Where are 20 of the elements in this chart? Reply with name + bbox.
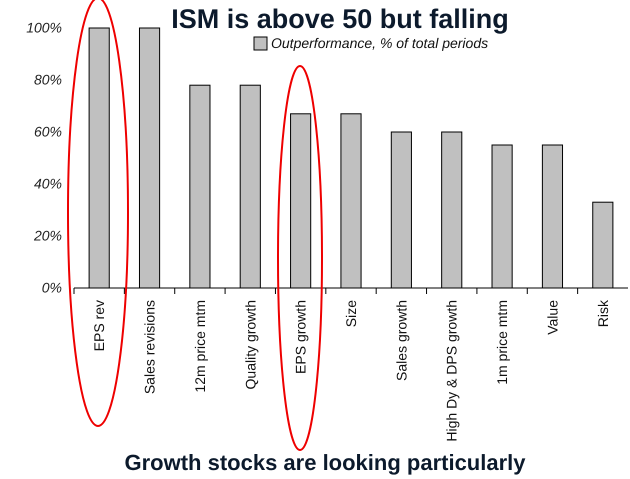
x-tick-label: Quality growth (242, 300, 258, 390)
x-tick-label: High Dy & DPS growth (444, 300, 460, 442)
x-tick-label: Size (343, 300, 359, 328)
x-tick-label: 12m price mtm (192, 300, 208, 393)
x-tick-label: EPS growth (292, 300, 309, 374)
y-tick-label: 0% (42, 279, 62, 296)
x-tick-label: Sales revisions (142, 300, 158, 394)
chart-title: ISM is above 50 but falling (171, 4, 509, 34)
y-tick-label: 100% (26, 19, 62, 36)
y-tick-label: 80% (34, 71, 62, 88)
y-tick-label: 40% (34, 175, 62, 192)
x-tick-label: EPS rev (91, 300, 108, 352)
text: Growth stocks are looking particularly (124, 450, 526, 475)
legend-label: Outperformance, % of total periods (271, 35, 488, 51)
x-tick-label: Risk (594, 299, 611, 328)
x-tick-label: Value (544, 300, 560, 335)
y-tick-label: 20% (32, 227, 62, 244)
x-tick-label: 1m price mtm (494, 300, 510, 385)
x-tick-label: Sales growth (393, 300, 410, 381)
y-tick-label: 60% (34, 123, 62, 140)
